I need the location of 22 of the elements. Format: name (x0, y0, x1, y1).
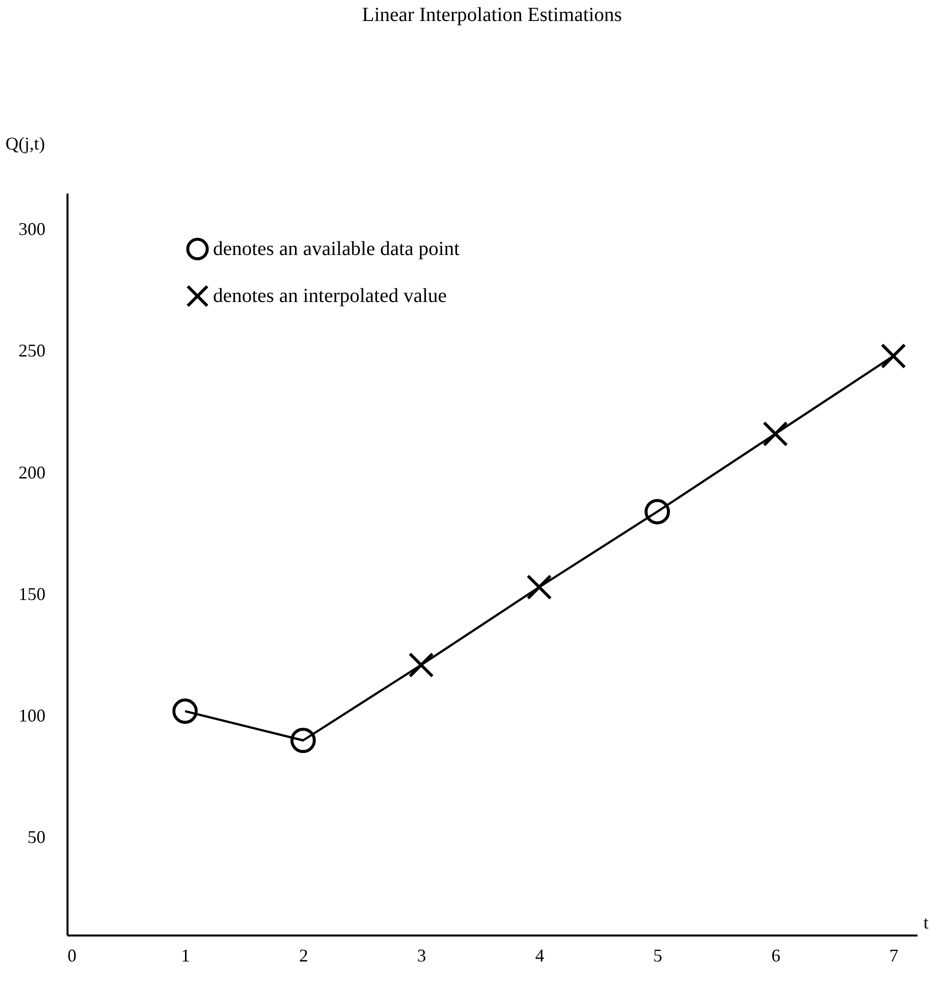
x-tick-label: 0 (68, 946, 76, 966)
x-tick-label: 7 (889, 946, 898, 966)
legend-label: denotes an available data point (213, 238, 460, 260)
x-tick-label: 3 (417, 946, 426, 966)
point (644, 499, 670, 524)
x-tick-label: 4 (535, 946, 544, 966)
chart-title: Linear Interpolation Estimations (362, 4, 622, 26)
y-tick-label: 300 (18, 218, 46, 239)
y-tick-label: 50 (28, 827, 46, 848)
x-tick-label: 6 (771, 946, 780, 966)
x-tick-label: 1 (181, 946, 190, 966)
y-tick-label: 150 (18, 584, 46, 604)
point (290, 728, 316, 754)
legend-label: denotes an interpolated value (213, 285, 447, 308)
y-tick-label: 250 (18, 340, 46, 361)
x-tick-label: 2 (299, 946, 308, 966)
point (172, 698, 198, 724)
y-tick-label: 200 (18, 462, 46, 482)
y-tick-label: 100 (18, 706, 46, 726)
y-axis-title: Q(j,t) (6, 134, 45, 154)
x-axis-title: t (924, 912, 929, 932)
x-tick-label: 5 (653, 946, 662, 966)
